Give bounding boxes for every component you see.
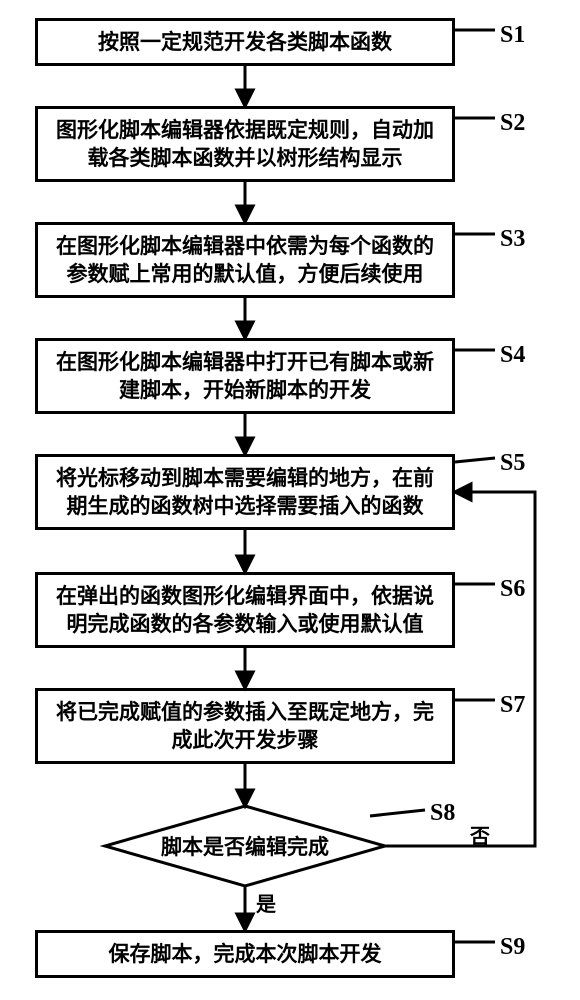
node-s1-text: 按照一定规范开发各类脚本函数 (98, 28, 392, 56)
node-s4: 在图形化脚本编辑器中打开已有脚本或新建脚本，开始新脚本的开发 (35, 338, 455, 414)
node-s7-text: 将已完成赋值的参数插入至既定地方，完成此次开发步骤 (48, 698, 442, 755)
label-s9: S9 (500, 934, 525, 961)
node-s5-text: 将光标移动到脚本需要编辑的地方，在前期生成的函数树中选择需要插入的函数 (48, 464, 442, 521)
label-s6: S6 (500, 576, 525, 603)
node-s8-diamond (105, 806, 385, 886)
node-s4-text: 在图形化脚本编辑器中打开已有脚本或新建脚本，开始新脚本的开发 (48, 348, 442, 405)
node-s8-text: 脚本是否编辑完成 (161, 835, 329, 859)
node-s9-text: 保存脚本，完成本次脚本开发 (109, 940, 382, 968)
node-s1: 按照一定规范开发各类脚本函数 (35, 18, 455, 66)
label-s8: S8 (430, 800, 455, 827)
node-s3-text: 在图形化脚本编辑器中依需为每个函数的参数赋上常用的默认值，方便后续使用 (48, 232, 442, 289)
label-s1: S1 (500, 22, 525, 49)
edge-s8-s5-loop (385, 492, 535, 846)
label-s3: S3 (500, 226, 525, 253)
node-s5: 将光标移动到脚本需要编辑的地方，在前期生成的函数树中选择需要插入的函数 (35, 454, 455, 530)
label-s2: S2 (500, 110, 525, 137)
node-s9: 保存脚本，完成本次脚本开发 (35, 930, 455, 978)
node-s2: 图形化脚本编辑器依据既定规则，自动加载各类脚本函数并以树形结构显示 (35, 106, 455, 182)
label-s4: S4 (500, 342, 525, 369)
node-s6-text: 在弹出的函数图形化编辑界面中，依据说明完成函数的各参数输入或使用默认值 (48, 582, 442, 639)
leader-s5 (455, 458, 495, 462)
decision-no-label: 否 (470, 820, 490, 849)
label-s7: S7 (500, 692, 525, 719)
flowchart-canvas: 按照一定规范开发各类脚本函数 图形化脚本编辑器依据既定规则，自动加载各类脚本函数… (0, 0, 580, 1000)
node-s2-text: 图形化脚本编辑器依据既定规则，自动加载各类脚本函数并以树形结构显示 (48, 116, 442, 173)
node-s3: 在图形化脚本编辑器中依需为每个函数的参数赋上常用的默认值，方便后续使用 (35, 222, 455, 298)
label-s5: S5 (500, 450, 525, 477)
leader-s8 (370, 810, 425, 816)
decision-yes-label: 是 (256, 888, 276, 917)
node-s7: 将已完成赋值的参数插入至既定地方，完成此次开发步骤 (35, 688, 455, 764)
node-s6: 在弹出的函数图形化编辑界面中，依据说明完成函数的各参数输入或使用默认值 (35, 572, 455, 648)
